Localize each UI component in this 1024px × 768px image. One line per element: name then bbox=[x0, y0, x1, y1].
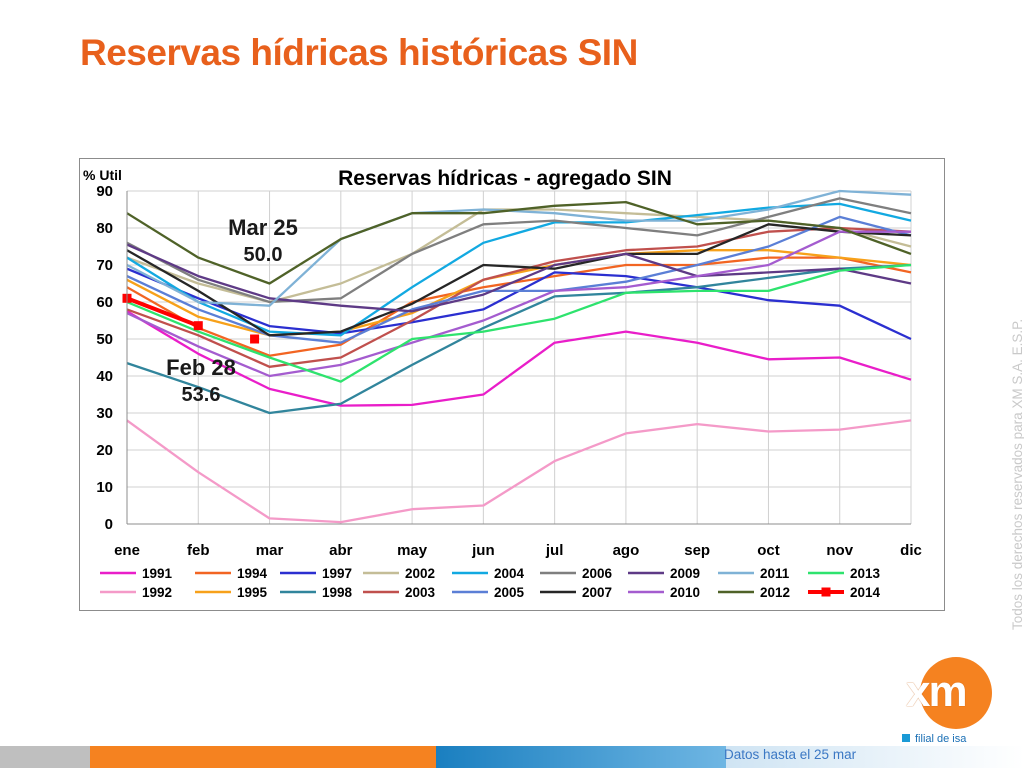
legend-label: 2006 bbox=[582, 566, 613, 581]
legend-label: 1995 bbox=[237, 585, 268, 600]
logo-subtitle: filial de isa bbox=[902, 733, 966, 745]
x-tick-label: oct bbox=[757, 542, 780, 559]
series-line-2009 bbox=[126, 243, 912, 313]
legend-label: 1992 bbox=[142, 585, 172, 600]
y-tick-label: 90 bbox=[96, 183, 113, 200]
footer-bar-orange bbox=[90, 746, 436, 768]
y-tick-label: 40 bbox=[96, 368, 113, 385]
legend-label: 2014 bbox=[850, 585, 881, 600]
legend-label: 2004 bbox=[494, 566, 525, 581]
line-chart: Reservas hídricas - agregado SIN % Util … bbox=[83, 167, 922, 600]
series-line-1991 bbox=[126, 310, 912, 407]
x-tick-label: sep bbox=[684, 542, 710, 559]
footer-bar-gray bbox=[0, 746, 90, 768]
xm-logo: xm filial de isa bbox=[900, 655, 1010, 755]
legend-label: 1998 bbox=[322, 585, 353, 600]
chart-frame: Reservas hídricas - agregado SIN % Util … bbox=[79, 158, 945, 611]
y-tick-label: 0 bbox=[105, 516, 113, 533]
y-tick-label: 10 bbox=[96, 479, 113, 496]
y-tick-label: 60 bbox=[96, 294, 113, 311]
y-tick-label: 30 bbox=[96, 405, 113, 422]
legend-label: 2010 bbox=[670, 585, 700, 600]
x-tick-label: abr bbox=[329, 542, 353, 559]
copyright-note: Todos los derechos reservados para XM S.… bbox=[1010, 318, 1024, 630]
y-tick-label: 70 bbox=[96, 257, 113, 274]
footer-bar-light bbox=[726, 746, 1024, 768]
chart-title: Reservas hídricas - agregado SIN bbox=[338, 167, 672, 190]
legend-label: 2012 bbox=[760, 585, 790, 600]
legend-label: 2009 bbox=[670, 566, 700, 581]
logo-text: xm bbox=[906, 667, 968, 716]
x-tick-label: may bbox=[397, 542, 428, 559]
annotation-value: 53.6 bbox=[182, 384, 221, 406]
x-tick-label: ene bbox=[114, 542, 140, 559]
series-line-1994 bbox=[126, 256, 912, 357]
y-tick-label: 80 bbox=[96, 220, 113, 237]
x-tick-label: jul bbox=[545, 542, 564, 559]
annotation-label: Feb 28 bbox=[166, 355, 236, 380]
footer-bar-blue bbox=[436, 746, 726, 768]
logo-sub-text: filial de isa bbox=[915, 733, 967, 745]
series-point-2014 bbox=[250, 334, 260, 344]
annotation-label: Mar 25 bbox=[228, 215, 298, 240]
series-line-2005 bbox=[126, 215, 912, 344]
legend-label: 1997 bbox=[322, 566, 352, 581]
annotations: Mar 25 50.0 Feb 28 53.6 bbox=[166, 215, 298, 406]
legend-label: 2005 bbox=[494, 585, 525, 600]
series-line-2014 bbox=[126, 296, 200, 328]
legend-label: 2011 bbox=[760, 566, 790, 581]
y-tick-label: 20 bbox=[96, 442, 113, 459]
legend-label: 2007 bbox=[582, 585, 612, 600]
x-tick-label: dic bbox=[900, 542, 922, 559]
legend-label: 2002 bbox=[405, 566, 435, 581]
y-tick-label: 50 bbox=[96, 331, 113, 348]
series-line-1995 bbox=[126, 249, 912, 337]
series-line-2006 bbox=[126, 197, 912, 304]
legend-label: 1991 bbox=[142, 566, 173, 581]
series-line-2012 bbox=[126, 200, 912, 285]
logo-square-icon bbox=[902, 734, 910, 742]
legend-label: 2003 bbox=[405, 585, 436, 600]
series-point-2014 bbox=[193, 321, 203, 331]
series-line-2007 bbox=[126, 223, 912, 337]
annotation-value: 50.0 bbox=[244, 244, 283, 266]
x-tick-label: mar bbox=[256, 542, 284, 559]
legend: 1991 1994 1997 2002 2004 2006 2009 2011 2013 1992… bbox=[100, 566, 881, 600]
series-line-1992 bbox=[126, 419, 912, 524]
series-lines bbox=[122, 189, 912, 524]
series-line-1998 bbox=[126, 263, 912, 415]
series-line-2010 bbox=[126, 230, 911, 378]
footer-note: Datos hasta el 25 mar bbox=[724, 747, 857, 762]
slide-title: Reservas hídricas históricas SIN bbox=[80, 32, 638, 73]
legend-marker bbox=[821, 587, 831, 597]
series-line-2003 bbox=[126, 226, 912, 368]
footer-bar bbox=[0, 746, 1024, 768]
legend-label: 2013 bbox=[850, 566, 881, 581]
logo-circle bbox=[920, 657, 992, 729]
y-axis-label: % Util bbox=[83, 167, 122, 183]
x-tick-label: ago bbox=[613, 542, 640, 559]
x-tick-label: jun bbox=[471, 542, 495, 559]
x-tick-label: feb bbox=[187, 542, 210, 559]
axis-ticks: 0 10 20 30 40 50 60 70 80 90 ene feb mar abr may jun jul… bbox=[96, 183, 922, 559]
x-tick-label: nov bbox=[826, 542, 853, 559]
grid-lines bbox=[126, 190, 912, 525]
series-line-2013 bbox=[126, 263, 912, 383]
legend-label: 1994 bbox=[237, 566, 268, 581]
series-line-2011 bbox=[126, 189, 912, 307]
